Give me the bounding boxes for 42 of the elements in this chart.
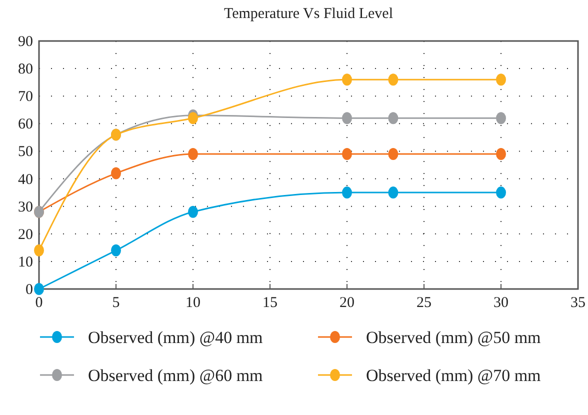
point <box>188 148 198 160</box>
point <box>111 244 121 256</box>
point <box>388 186 398 199</box>
x-tick-label: 5 <box>112 295 120 311</box>
y-tick-label: 40 <box>18 172 33 188</box>
x-tick-label: 30 <box>494 295 508 311</box>
y-tick-label: 90 <box>18 34 33 50</box>
legend-label: Observed (mm) @50 mm <box>366 328 541 347</box>
point <box>342 148 352 160</box>
y-tick-label: 20 <box>18 226 33 243</box>
point <box>496 112 506 124</box>
point <box>388 74 398 86</box>
x-tick-label: 15 <box>262 295 278 311</box>
y-tick-label: 50 <box>18 144 33 160</box>
legend-label: Observed (mm) @70 mm <box>366 366 541 385</box>
point <box>111 167 121 180</box>
x-tick-label: 35 <box>570 295 586 311</box>
x-tick-label: 10 <box>186 295 200 311</box>
y-tick-label: 60 <box>18 116 33 133</box>
point <box>342 186 352 199</box>
point <box>342 74 352 86</box>
x-tick-label: 25 <box>416 295 432 311</box>
legend-label: Observed (mm) @40 mm <box>88 328 263 347</box>
y-tick-label: 10 <box>18 254 33 270</box>
x-tick-label: 20 <box>340 295 354 311</box>
legend-label: Observed (mm) @60 mm <box>88 366 263 385</box>
point <box>34 244 44 256</box>
x-tick-label: 0 <box>35 295 43 311</box>
point <box>388 148 398 160</box>
point <box>188 112 198 124</box>
y-tick-label: 70 <box>18 89 33 106</box>
y-tick-label: 30 <box>18 199 33 216</box>
point <box>496 74 506 86</box>
y-tick-label: 0 <box>26 282 33 298</box>
point <box>188 206 198 218</box>
point <box>34 283 44 295</box>
chart-title: Temperature Vs Fluid Level <box>224 6 394 22</box>
point <box>496 148 506 160</box>
point <box>496 186 506 199</box>
point <box>342 112 352 124</box>
y-tick-label: 80 <box>18 62 33 78</box>
point <box>388 112 398 124</box>
